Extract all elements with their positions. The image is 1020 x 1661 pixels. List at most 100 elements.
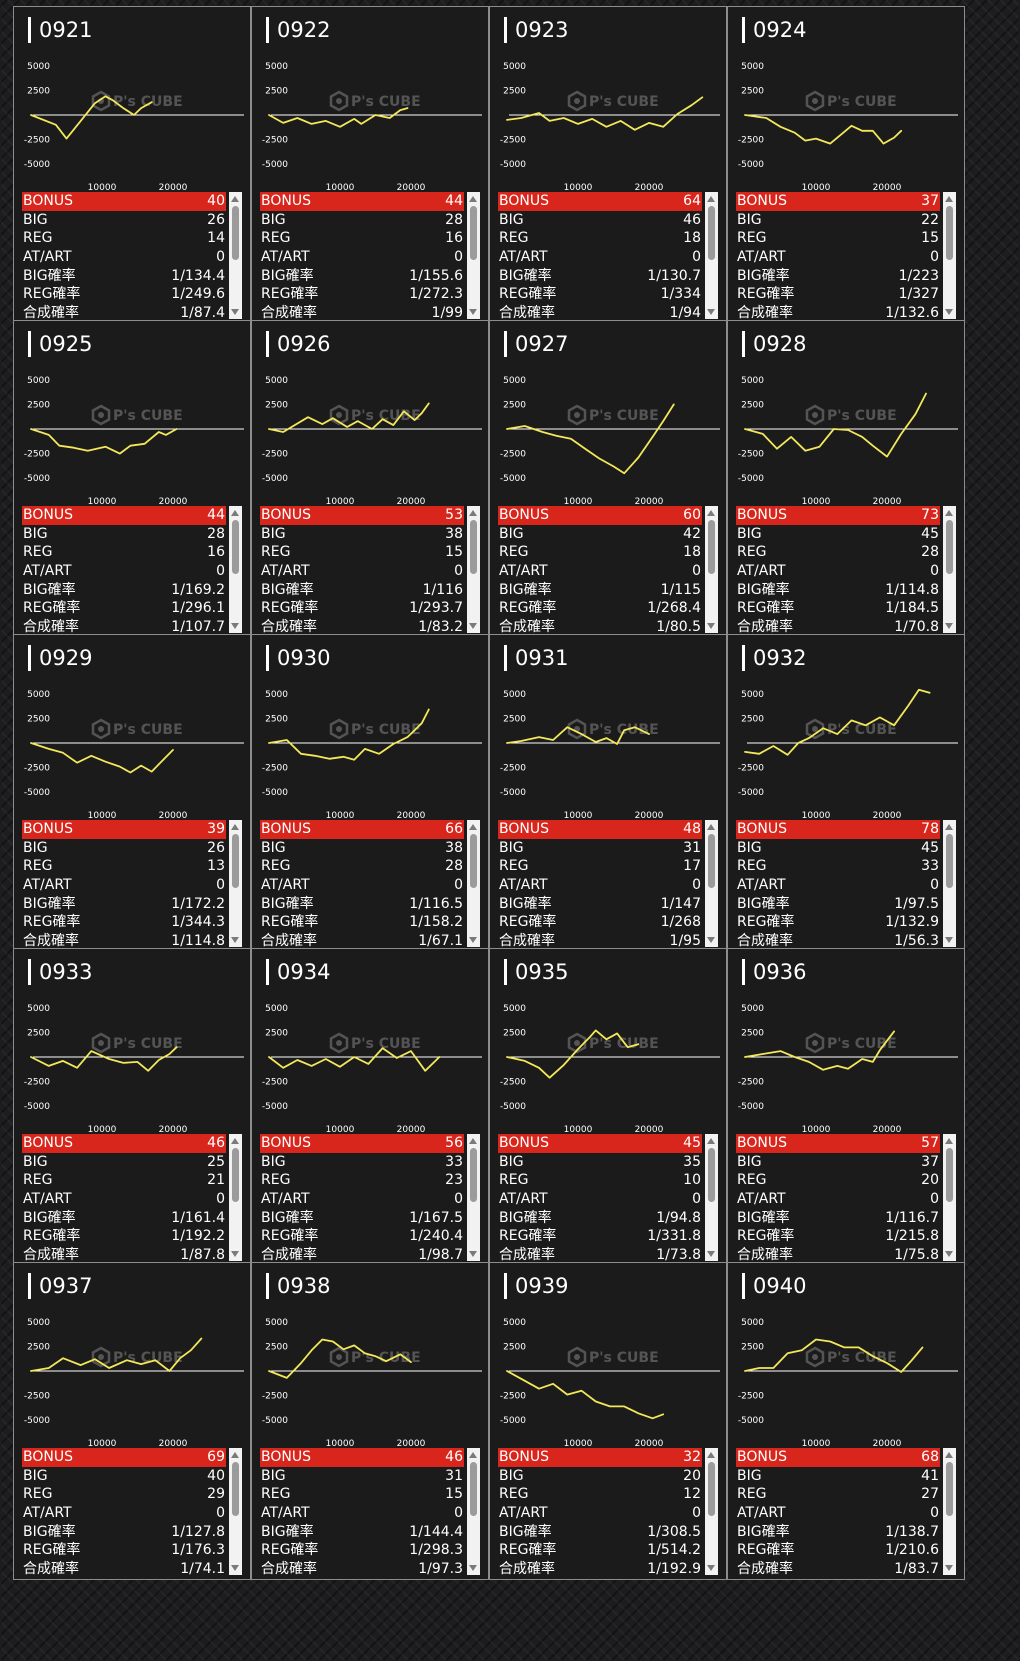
machine-card[interactable]: 0924 P's CUBE 5000 2500 -2500 -5000 10000 20000…: [727, 6, 965, 324]
scroll-up-arrow-icon[interactable]: [707, 510, 715, 516]
machine-number[interactable]: 0936: [742, 959, 806, 985]
machine-number[interactable]: 0931: [504, 645, 568, 671]
machine-number[interactable]: 0921: [28, 17, 92, 43]
scroll-down-arrow-icon[interactable]: [469, 937, 477, 943]
machine-number[interactable]: 0934: [266, 959, 330, 985]
scroll-thumb[interactable]: [946, 1148, 953, 1202]
machine-card[interactable]: 0930 P's CUBE 5000 2500 -2500 -5000 10000 20000…: [251, 634, 489, 952]
stats-scrollbar[interactable]: [229, 506, 242, 633]
scroll-thumb[interactable]: [946, 1462, 953, 1516]
machine-number[interactable]: 0940: [742, 1273, 806, 1299]
scroll-up-arrow-icon[interactable]: [469, 1452, 477, 1458]
scroll-up-arrow-icon[interactable]: [707, 1138, 715, 1144]
scroll-up-arrow-icon[interactable]: [469, 1138, 477, 1144]
scroll-down-arrow-icon[interactable]: [469, 1565, 477, 1571]
scroll-up-arrow-icon[interactable]: [231, 1138, 239, 1144]
machine-number[interactable]: 0923: [504, 17, 568, 43]
scroll-thumb[interactable]: [708, 206, 715, 260]
scroll-down-arrow-icon[interactable]: [945, 1565, 953, 1571]
machine-number[interactable]: 0930: [266, 645, 330, 671]
machine-card[interactable]: 0938 P's CUBE 5000 2500 -2500 -5000 10000 20000…: [251, 1262, 489, 1580]
machine-number[interactable]: 0928: [742, 331, 806, 357]
scroll-up-arrow-icon[interactable]: [945, 824, 953, 830]
scroll-down-arrow-icon[interactable]: [469, 309, 477, 315]
machine-number[interactable]: 0935: [504, 959, 568, 985]
scroll-down-arrow-icon[interactable]: [469, 623, 477, 629]
stats-scrollbar[interactable]: [229, 1134, 242, 1261]
scroll-up-arrow-icon[interactable]: [707, 1452, 715, 1458]
machine-card[interactable]: 0932 P's CUBE 5000 2500 -2500 -5000 10000 20000…: [727, 634, 965, 952]
scroll-down-arrow-icon[interactable]: [707, 1565, 715, 1571]
scroll-thumb[interactable]: [470, 206, 477, 260]
machine-number[interactable]: 0925: [28, 331, 92, 357]
scroll-thumb[interactable]: [708, 1148, 715, 1202]
machine-card[interactable]: 0936 P's CUBE 5000 2500 -2500 -5000 10000 20000…: [727, 948, 965, 1266]
stats-scrollbar[interactable]: [943, 1448, 956, 1575]
stats-scrollbar[interactable]: [943, 1134, 956, 1261]
scroll-down-arrow-icon[interactable]: [945, 937, 953, 943]
scroll-thumb[interactable]: [232, 520, 239, 574]
scroll-down-arrow-icon[interactable]: [707, 937, 715, 943]
scroll-thumb[interactable]: [708, 834, 715, 888]
scroll-thumb[interactable]: [708, 520, 715, 574]
machine-card[interactable]: 0937 P's CUBE 5000 2500 -2500 -5000 10000 20000…: [13, 1262, 251, 1580]
scroll-up-arrow-icon[interactable]: [945, 1452, 953, 1458]
machine-card[interactable]: 0931 P's CUBE 5000 2500 -2500 -5000 10000 20000…: [489, 634, 727, 952]
stats-scrollbar[interactable]: [467, 192, 480, 319]
machine-number[interactable]: 0937: [28, 1273, 92, 1299]
machine-card[interactable]: 0926 P's CUBE 5000 2500 -2500 -5000 10000 20000…: [251, 320, 489, 638]
scroll-down-arrow-icon[interactable]: [469, 1251, 477, 1257]
scroll-up-arrow-icon[interactable]: [231, 824, 239, 830]
scroll-thumb[interactable]: [946, 520, 953, 574]
stats-scrollbar[interactable]: [229, 820, 242, 947]
scroll-up-arrow-icon[interactable]: [469, 824, 477, 830]
scroll-down-arrow-icon[interactable]: [945, 309, 953, 315]
machine-card[interactable]: 0933 P's CUBE 5000 2500 -2500 -5000 10000 20000…: [13, 948, 251, 1266]
scroll-up-arrow-icon[interactable]: [707, 196, 715, 202]
machine-number[interactable]: 0929: [28, 645, 92, 671]
machine-card[interactable]: 0921 P's CUBE 5000 2500 -2500 -5000 10000 20000…: [13, 6, 251, 324]
scroll-down-arrow-icon[interactable]: [231, 1251, 239, 1257]
scroll-thumb[interactable]: [232, 206, 239, 260]
scroll-thumb[interactable]: [232, 834, 239, 888]
scroll-thumb[interactable]: [470, 1462, 477, 1516]
scroll-down-arrow-icon[interactable]: [231, 1565, 239, 1571]
scroll-down-arrow-icon[interactable]: [945, 623, 953, 629]
scroll-up-arrow-icon[interactable]: [469, 196, 477, 202]
machine-card[interactable]: 0929 P's CUBE 5000 2500 -2500 -5000 10000 20000…: [13, 634, 251, 952]
machine-card[interactable]: 0940 P's CUBE 5000 2500 -2500 -5000 10000 20000…: [727, 1262, 965, 1580]
stats-scrollbar[interactable]: [705, 506, 718, 633]
stats-scrollbar[interactable]: [467, 1134, 480, 1261]
machine-card[interactable]: 0934 P's CUBE 5000 2500 -2500 -5000 10000 20000…: [251, 948, 489, 1266]
machine-card[interactable]: 0935 P's CUBE 5000 2500 -2500 -5000 10000 20000…: [489, 948, 727, 1266]
scroll-thumb[interactable]: [946, 206, 953, 260]
machine-number[interactable]: 0932: [742, 645, 806, 671]
scroll-thumb[interactable]: [470, 834, 477, 888]
machine-number[interactable]: 0922: [266, 17, 330, 43]
stats-scrollbar[interactable]: [705, 820, 718, 947]
stats-scrollbar[interactable]: [229, 192, 242, 319]
scroll-up-arrow-icon[interactable]: [945, 196, 953, 202]
stats-scrollbar[interactable]: [705, 1448, 718, 1575]
stats-scrollbar[interactable]: [705, 1134, 718, 1261]
machine-card[interactable]: 0925 P's CUBE 5000 2500 -2500 -5000 10000 20000…: [13, 320, 251, 638]
stats-scrollbar[interactable]: [943, 506, 956, 633]
machine-number[interactable]: 0927: [504, 331, 568, 357]
scroll-up-arrow-icon[interactable]: [945, 1138, 953, 1144]
scroll-thumb[interactable]: [470, 1148, 477, 1202]
scroll-thumb[interactable]: [232, 1148, 239, 1202]
scroll-up-arrow-icon[interactable]: [469, 510, 477, 516]
scroll-down-arrow-icon[interactable]: [231, 309, 239, 315]
stats-scrollbar[interactable]: [943, 820, 956, 947]
stats-scrollbar[interactable]: [229, 1448, 242, 1575]
scroll-down-arrow-icon[interactable]: [707, 309, 715, 315]
scroll-thumb[interactable]: [708, 1462, 715, 1516]
scroll-up-arrow-icon[interactable]: [231, 1452, 239, 1458]
scroll-up-arrow-icon[interactable]: [707, 824, 715, 830]
stats-scrollbar[interactable]: [467, 1448, 480, 1575]
scroll-up-arrow-icon[interactable]: [231, 196, 239, 202]
scroll-down-arrow-icon[interactable]: [231, 623, 239, 629]
stats-scrollbar[interactable]: [943, 192, 956, 319]
stats-scrollbar[interactable]: [467, 820, 480, 947]
machine-number[interactable]: 0938: [266, 1273, 330, 1299]
